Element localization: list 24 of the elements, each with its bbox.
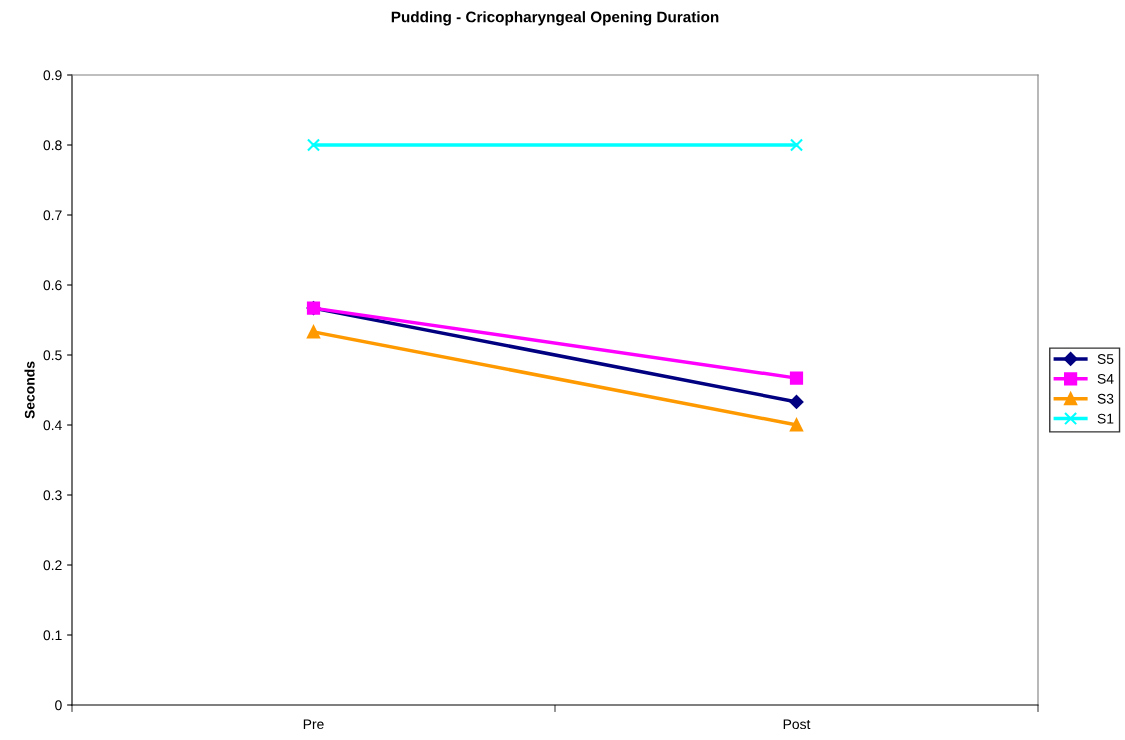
point	[789, 371, 804, 385]
y-tick-label: 0.4	[43, 420, 62, 431]
y-tick-label: 0.8	[43, 140, 62, 151]
point	[789, 394, 804, 409]
point	[789, 138, 804, 152]
y-tick-label: 0.5	[43, 350, 62, 361]
x-tick-label: Post	[783, 719, 811, 730]
point	[789, 418, 804, 432]
legend-label: S3	[1097, 393, 1114, 404]
legend-label: S4	[1097, 373, 1114, 384]
x-tick-label: Pre	[303, 719, 324, 730]
y-tick-label: 0.9	[43, 70, 62, 81]
y-tick-label: 0.1	[43, 630, 62, 641]
y-tick-label: 0.7	[43, 210, 62, 221]
point	[306, 325, 321, 339]
legend-label: S1	[1097, 413, 1114, 424]
y-tick-label: 0.6	[43, 280, 62, 291]
point	[306, 138, 321, 152]
y-tick-label: 0	[55, 700, 62, 711]
y-axis-title: Seconds	[24, 361, 35, 419]
chart-title: Pudding - Cricopharyngeal Opening Duration	[391, 11, 719, 26]
legend-label: S5	[1097, 354, 1114, 364]
y-tick-label: 0.3	[43, 490, 62, 501]
y-tick-label: 0.2	[43, 560, 62, 571]
